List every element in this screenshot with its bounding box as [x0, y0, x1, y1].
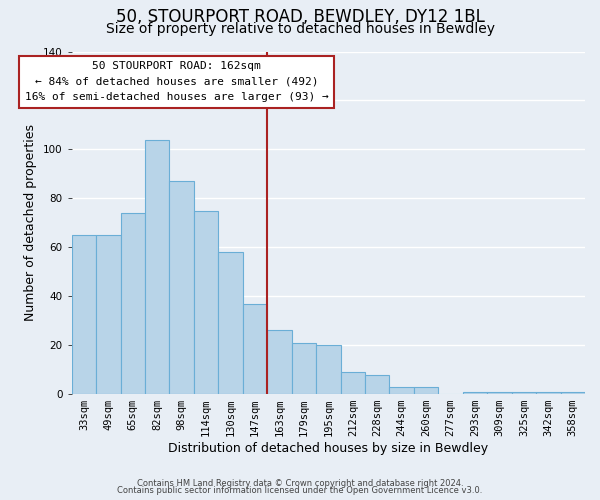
Y-axis label: Number of detached properties: Number of detached properties [25, 124, 37, 322]
Bar [267, 330, 292, 394]
Bar [145, 140, 169, 394]
Text: 50, STOURPORT ROAD, BEWDLEY, DY12 1BL: 50, STOURPORT ROAD, BEWDLEY, DY12 1BL [116, 8, 484, 26]
Bar [169, 181, 194, 394]
Text: Contains public sector information licensed under the Open Government Licence v3: Contains public sector information licen… [118, 486, 482, 495]
Bar [71, 235, 96, 394]
Bar [194, 210, 218, 394]
Text: Size of property relative to detached houses in Bewdley: Size of property relative to detached ho… [106, 22, 494, 36]
Bar [316, 345, 341, 394]
Bar [560, 392, 585, 394]
Bar [389, 386, 414, 394]
X-axis label: Distribution of detached houses by size in Bewdley: Distribution of detached houses by size … [168, 442, 488, 455]
Bar [121, 213, 145, 394]
Bar [243, 304, 267, 394]
Text: Contains HM Land Registry data © Crown copyright and database right 2024.: Contains HM Land Registry data © Crown c… [137, 478, 463, 488]
Bar [536, 392, 560, 394]
Bar [341, 372, 365, 394]
Bar [512, 392, 536, 394]
Text: 50 STOURPORT ROAD: 162sqm
← 84% of detached houses are smaller (492)
16% of semi: 50 STOURPORT ROAD: 162sqm ← 84% of detac… [25, 62, 329, 102]
Bar [487, 392, 512, 394]
Bar [96, 235, 121, 394]
Bar [463, 392, 487, 394]
Bar [414, 386, 439, 394]
Bar [365, 374, 389, 394]
Bar [218, 252, 243, 394]
Bar [292, 342, 316, 394]
